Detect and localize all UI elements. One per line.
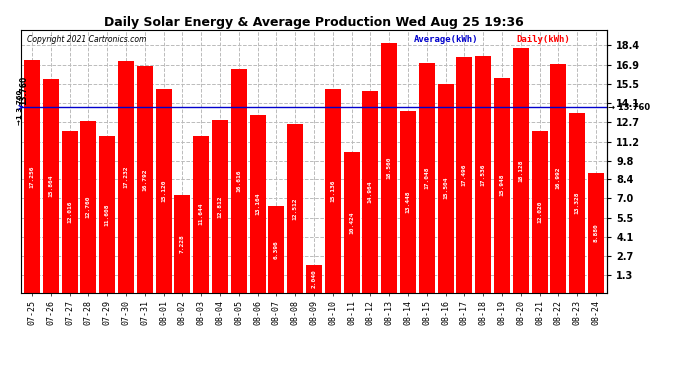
Bar: [588, 173, 604, 292]
Bar: [24, 60, 40, 292]
Text: 18.128: 18.128: [518, 159, 523, 182]
Text: 13.760: 13.760: [19, 76, 28, 105]
Bar: [287, 124, 303, 292]
Text: 12.512: 12.512: [293, 197, 297, 219]
Text: → 13.760: → 13.760: [609, 103, 651, 112]
Text: 13.164: 13.164: [255, 193, 260, 215]
Bar: [306, 265, 322, 292]
Text: 15.136: 15.136: [331, 179, 335, 202]
Bar: [400, 111, 416, 292]
Bar: [193, 136, 209, 292]
Bar: [456, 57, 473, 292]
Bar: [569, 113, 585, 292]
Text: 10.424: 10.424: [349, 211, 354, 234]
Bar: [137, 66, 152, 292]
Text: →1 3.760: →1 3.760: [17, 90, 23, 125]
Text: 17.256: 17.256: [30, 165, 34, 188]
Bar: [437, 84, 453, 292]
Text: 17.536: 17.536: [481, 163, 486, 186]
Bar: [99, 136, 115, 292]
Bar: [155, 89, 172, 292]
Bar: [43, 79, 59, 292]
Text: 12.016: 12.016: [67, 200, 72, 223]
Bar: [344, 152, 359, 292]
Text: 15.864: 15.864: [48, 174, 53, 197]
Text: 16.792: 16.792: [142, 168, 147, 191]
Bar: [250, 115, 266, 292]
Bar: [475, 57, 491, 292]
Text: 17.048: 17.048: [424, 166, 429, 189]
Bar: [80, 121, 97, 292]
Text: 7.228: 7.228: [180, 234, 185, 253]
Text: 12.760: 12.760: [86, 195, 91, 218]
Bar: [230, 69, 247, 292]
Text: 6.396: 6.396: [274, 240, 279, 259]
Bar: [551, 64, 566, 292]
Bar: [362, 91, 378, 292]
Bar: [494, 78, 510, 292]
Text: 17.232: 17.232: [124, 165, 128, 188]
Bar: [381, 43, 397, 292]
Text: 8.880: 8.880: [593, 224, 598, 242]
Bar: [212, 120, 228, 292]
Text: 14.964: 14.964: [368, 180, 373, 203]
Text: 2.040: 2.040: [311, 269, 317, 288]
Text: 15.948: 15.948: [500, 174, 504, 196]
Title: Daily Solar Energy & Average Production Wed Aug 25 19:36: Daily Solar Energy & Average Production …: [104, 16, 524, 29]
Bar: [325, 89, 341, 292]
Text: 13.448: 13.448: [406, 191, 411, 213]
Text: 17.496: 17.496: [462, 164, 467, 186]
Bar: [513, 48, 529, 292]
Bar: [175, 195, 190, 292]
Text: 12.020: 12.020: [537, 200, 542, 223]
Text: 13.328: 13.328: [575, 192, 580, 214]
Text: 12.812: 12.812: [217, 195, 222, 217]
Bar: [268, 206, 284, 292]
Text: 16.992: 16.992: [556, 167, 561, 189]
Bar: [531, 131, 548, 292]
Bar: [61, 131, 77, 292]
Text: 11.608: 11.608: [105, 203, 110, 226]
Bar: [419, 63, 435, 292]
Text: 11.644: 11.644: [199, 203, 204, 225]
Bar: [118, 60, 134, 292]
Text: 15.120: 15.120: [161, 180, 166, 202]
Text: Average(kWh): Average(kWh): [414, 35, 478, 44]
Text: Copyright 2021 Cartronics.com: Copyright 2021 Cartronics.com: [26, 35, 146, 44]
Text: 16.616: 16.616: [236, 170, 241, 192]
Text: Daily(kWh): Daily(kWh): [516, 35, 570, 44]
Text: 18.560: 18.560: [386, 156, 392, 179]
Text: 15.504: 15.504: [443, 177, 448, 200]
